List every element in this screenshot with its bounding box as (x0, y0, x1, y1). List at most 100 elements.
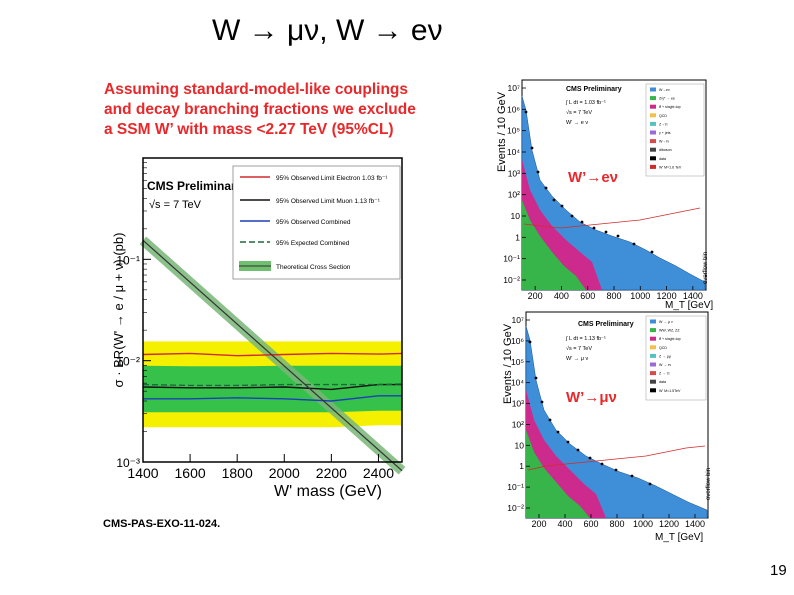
y-tick-label: 10 (511, 211, 521, 221)
legend-entry: tt̄ + single-top (659, 337, 681, 341)
y-tick-label: 10⁴ (511, 378, 524, 388)
y-tick-label: 10³ (512, 399, 524, 409)
series-line-2 (143, 395, 402, 402)
y-tick-label: 10⁴ (507, 147, 520, 157)
legend-entry: W' M=1.6 TeV (659, 165, 682, 169)
legend-swatch (650, 121, 656, 126)
reference-citation: CMS-PAS-EXO-11-024. (103, 518, 221, 530)
legend-entry: data (659, 157, 666, 161)
legend-entry: tt̄ + single-top (659, 105, 681, 109)
legend-swatch (650, 319, 656, 324)
y-tick-label: 10⁻² (507, 503, 524, 513)
legend-swatch (650, 104, 656, 109)
series-line-0 (142, 352, 403, 357)
legend-entry: W' M=1.5TeV (659, 389, 681, 393)
y-tick-label: 10⁻² (116, 355, 140, 369)
legend-entry: W → μ ν (659, 320, 673, 324)
x-tick-label: 1200 (657, 291, 677, 301)
legend-entry: WW, WZ, ZZ (659, 329, 680, 333)
annotation: W' → e ν (566, 120, 588, 126)
legend-entry: 95% Observed Limit Muon 1.13 fb⁻¹ (276, 198, 381, 205)
legend-swatch (650, 113, 656, 118)
y-axis-label: σ · BR(W' → e / μ + ν) (pb) (111, 233, 126, 388)
overflow-label: overflow bin (706, 468, 712, 500)
legend-swatch (650, 156, 656, 161)
cms-preliminary-label: CMS Preliminary (578, 321, 634, 328)
y-tick-label: 10² (512, 419, 524, 429)
y-tick-label: 10³ (508, 168, 520, 178)
y-tick-label: 10² (508, 190, 520, 200)
x-tick-label: 1400 (685, 519, 705, 529)
y-tick-label: 10⁻¹ (507, 482, 524, 492)
x-tick-label: 1800 (222, 465, 253, 481)
legend-entry: QCD (659, 346, 667, 350)
legend-entry: diboson (659, 148, 672, 152)
legend-entry: W→eν (659, 88, 670, 92)
signal-line (523, 207, 701, 229)
legend-swatch (650, 336, 656, 341)
overflow-label: overflow bin (703, 252, 709, 284)
annotation: √s = 7 TeV (566, 109, 592, 116)
channel-tag: W’→μν (566, 389, 617, 406)
y-tick-label: 10⁷ (507, 83, 520, 93)
y-tick-label: 10⁷ (511, 315, 524, 325)
y-tick-label: 10⁻³ (116, 456, 140, 470)
x-tick-label: 600 (583, 519, 598, 529)
legend-swatch (650, 328, 656, 333)
cms-preliminary-label: CMS Preliminary (566, 86, 622, 93)
x-tick-label: 2200 (316, 465, 347, 481)
y-tick-label: 10⁻² (503, 275, 520, 285)
legend-swatch (650, 388, 656, 393)
annotation: ∫ L dt = 1.03 fb⁻¹ (565, 100, 606, 106)
y-tick-label: 10⁶ (511, 336, 524, 346)
legend-swatch (650, 130, 656, 135)
legend-swatch (650, 164, 656, 169)
legend-swatch (650, 139, 656, 144)
x-tick-label: 600 (580, 291, 595, 301)
legend-entry: Theoretical Cross Section (276, 264, 351, 271)
x-tick-label: 1000 (630, 291, 650, 301)
x-tick-label: 1000 (633, 519, 653, 529)
data-points (524, 110, 654, 254)
x-tick-label: 800 (606, 291, 621, 301)
legend-entry: 95% Expected Combined (276, 240, 350, 247)
y-tick-label: 10⁶ (507, 104, 520, 114)
signal-line (527, 445, 706, 471)
y-tick-label: 1 (515, 232, 520, 242)
annotation: √s = 7 TeV (566, 345, 592, 352)
annotation: ∫ L dt = 1.13 fb⁻¹ (565, 336, 606, 342)
y-axis-label: Events / 10 GeV (496, 91, 508, 172)
legend-swatch (650, 345, 656, 350)
y-tick-label: 10⁵ (507, 126, 520, 136)
y-axis-label: Events / 10 GeV (502, 323, 514, 404)
series-line-3 (142, 383, 403, 387)
legend-swatch (650, 87, 656, 92)
legend-entry: W→τν (659, 140, 669, 144)
legend-entry: Z→ττ (659, 122, 668, 126)
legend-swatch (650, 353, 656, 358)
legend-entry: W → τν (659, 363, 671, 367)
annotation: W' → μ ν (566, 356, 588, 362)
legend-swatch (650, 371, 656, 376)
legend-entry: Z → ττ (659, 372, 670, 376)
data-points (528, 340, 652, 486)
legend-swatch (650, 96, 656, 101)
x-tick-label: 800 (609, 519, 624, 529)
x-axis-label: M_T [GeV] (655, 532, 703, 543)
claim-line: a SSM W’ with mass <2.27 TeV (95%CL) (104, 121, 394, 138)
legend-entry: QCD (659, 114, 667, 118)
claim-line: and decay branching fractions we exclude (104, 101, 416, 118)
x-tick-label: 2400 (363, 465, 394, 481)
exclusion-claim: Assuming standard-model-like couplings a… (104, 80, 474, 140)
legend-swatch (650, 362, 656, 367)
cms-preliminary-label: CMS Preliminary (147, 179, 243, 193)
energy-label: √s = 7 TeV (149, 199, 202, 211)
x-tick-label: 1400 (683, 291, 703, 301)
x-tick-label: 1600 (175, 465, 206, 481)
x-axis-label: W' mass (GeV) (274, 483, 382, 500)
legend: 95% Observed Limit Electron 1.03 fb⁻¹ 95… (232, 165, 401, 280)
mc-green-stack (526, 430, 590, 518)
theory-line (142, 239, 403, 472)
